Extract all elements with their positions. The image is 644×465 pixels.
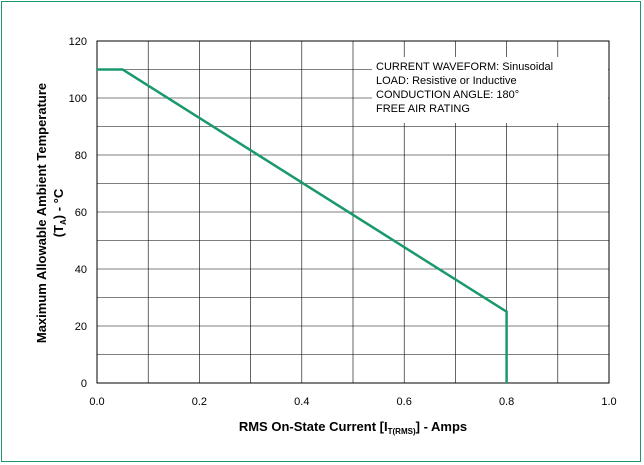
y-axis-title-line2: (TA) - °C	[51, 188, 68, 237]
series-line	[97, 68, 508, 383]
annotation-conduction-angle: CONDUCTION ANGLE: 180°	[376, 89, 519, 101]
x-tick-labels: 0.0 0.2 0.4 0.6 0.8 1.0	[89, 396, 616, 408]
x-tick-label: 0.2	[192, 396, 207, 408]
x-axis-title: RMS On-State Current [IT(RMS)] - Amps	[239, 419, 467, 436]
x-tick-label: 0.6	[397, 396, 412, 408]
y-tick-label: 20	[75, 321, 87, 333]
y-axis-title-line2-pre: (T	[51, 225, 66, 237]
x-tick-label: 0.8	[499, 396, 514, 408]
x-axis-title-main: RMS On-State Current [I	[239, 419, 388, 434]
y-tick-label: 120	[69, 36, 87, 48]
y-tick-labels: 0 20 40 60 80 100 120	[69, 36, 87, 390]
annotation-waveform: CURRENT WAVEFORM: Sinusoidal	[376, 61, 553, 73]
annotation-background	[372, 57, 608, 123]
x-tick-label: 0.0	[89, 396, 104, 408]
x-tick-label: 1.0	[601, 396, 616, 408]
y-tick-label: 60	[75, 207, 87, 219]
y-tick-label: 100	[69, 93, 87, 105]
x-axis-title-tail: ] - Amps	[416, 419, 468, 434]
series-group	[97, 68, 508, 383]
x-axis-title-subscript: T(RMS)	[388, 427, 416, 436]
y-tick-label: 80	[75, 150, 87, 162]
annotation-box: CURRENT WAVEFORM: Sinusoidal LOAD: Resis…	[372, 57, 608, 123]
annotation-load: LOAD: Resistive or Inductive	[376, 75, 517, 87]
y-axis-title-line2-subscript: A	[59, 219, 68, 225]
y-tick-label: 0	[81, 378, 87, 390]
plot-area-border	[96, 40, 610, 384]
y-tick-label: 40	[75, 264, 87, 276]
annotation-free-air: FREE AIR RATING	[376, 103, 470, 115]
x-tick-label: 0.4	[294, 396, 309, 408]
y-axis-title-line2-post: ) - °C	[51, 188, 66, 219]
y-axis-title-line1: Maximum Allowable Ambient Temperature	[34, 83, 49, 343]
